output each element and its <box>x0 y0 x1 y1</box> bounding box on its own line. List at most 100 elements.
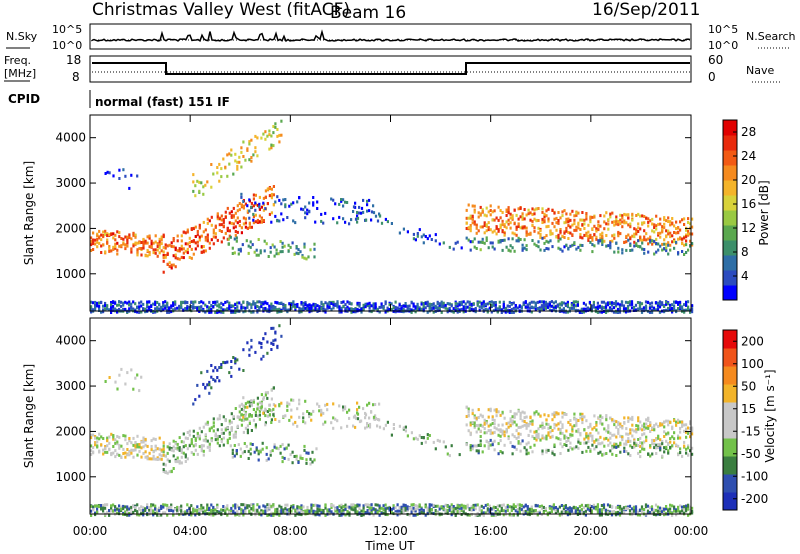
echo-cell <box>475 231 478 235</box>
echo-cell <box>235 452 238 456</box>
echo-cell <box>691 217 694 221</box>
echo-cell <box>196 179 199 183</box>
echo-cell <box>501 229 504 233</box>
echo-cell <box>617 444 620 448</box>
echo-cell <box>627 216 630 220</box>
echo-cell <box>613 236 616 240</box>
echo-cell <box>571 425 574 429</box>
echo-cell <box>591 236 594 239</box>
echo-cell <box>571 209 574 213</box>
echo-cell <box>567 224 570 228</box>
echo-cell <box>669 223 672 227</box>
echo-cell <box>495 232 498 236</box>
echo-cell <box>330 510 333 514</box>
echo-cell <box>364 511 367 515</box>
echo-cell <box>172 245 175 249</box>
echo-cell <box>240 418 243 422</box>
echo-cell <box>509 417 512 421</box>
echo-cell <box>130 511 133 515</box>
echo-cell <box>424 440 427 444</box>
echo-cell <box>456 302 459 306</box>
echo-cell <box>372 507 375 511</box>
echo-cell <box>96 510 99 514</box>
colorbar-segment <box>723 255 737 271</box>
echo-cell <box>350 302 353 306</box>
echo-cell <box>452 310 455 314</box>
echo-cell <box>233 237 236 241</box>
echo-cell <box>551 245 554 249</box>
colorbar-tick-label: 20 <box>741 173 756 187</box>
echo-cell <box>234 357 237 361</box>
echo-cell <box>126 241 129 245</box>
echo-cell <box>450 503 453 507</box>
echo-cell <box>162 444 165 448</box>
echo-cell <box>507 435 510 439</box>
echo-cell <box>264 195 267 199</box>
echo-cell <box>639 441 642 445</box>
echo-cell <box>136 373 139 377</box>
echo-cell <box>230 366 233 369</box>
echo-cell <box>442 440 445 444</box>
echo-cell <box>544 302 547 306</box>
echo-cell <box>487 415 490 419</box>
echo-cell <box>442 305 445 309</box>
echo-cell <box>643 251 646 255</box>
echo-cell <box>198 223 201 227</box>
echo-cell <box>493 408 496 412</box>
echo-cell <box>520 508 523 512</box>
echo-cell <box>633 232 636 236</box>
echo-cell <box>320 410 323 414</box>
echo-cell <box>647 419 650 422</box>
echo-cell <box>517 217 520 221</box>
echo-cell <box>404 304 407 308</box>
echo-cell <box>621 214 624 218</box>
echo-cell <box>685 239 688 243</box>
echo-cell <box>475 247 478 250</box>
echo-cell <box>134 241 137 245</box>
echo-cell <box>541 210 544 214</box>
echo-cell <box>372 308 375 312</box>
echo-cell <box>210 238 213 242</box>
echo-cell <box>96 234 99 238</box>
echo-cell <box>606 301 610 305</box>
echo-cell <box>493 418 496 422</box>
echo-cell <box>585 432 588 436</box>
echo-cell <box>665 419 668 423</box>
echo-cell <box>244 217 247 221</box>
echo-cell <box>268 308 271 312</box>
echo-cell <box>134 506 137 509</box>
echo-cell <box>519 449 522 453</box>
echo-cell <box>541 207 544 211</box>
echo-cell <box>168 261 171 265</box>
echo-cell <box>500 503 503 507</box>
echo-cell <box>542 305 545 309</box>
echo-cell <box>366 209 369 213</box>
echo-cell <box>242 140 245 144</box>
echo-cell <box>246 405 249 409</box>
echo-cell <box>152 511 155 515</box>
echo-cell <box>384 310 387 314</box>
echo-cell <box>166 305 169 309</box>
echo-cell <box>509 423 512 427</box>
echo-cell <box>269 453 272 457</box>
echo-cell <box>531 239 534 242</box>
echo-cell <box>507 237 510 241</box>
echo-cell <box>134 376 137 380</box>
echo-cell <box>112 232 115 236</box>
echo-cell <box>613 433 616 437</box>
echo-cell <box>574 304 577 308</box>
echo-cell <box>522 301 525 305</box>
echo-cell <box>348 302 351 305</box>
echo-cell <box>314 511 317 515</box>
echo-cell <box>116 230 119 234</box>
echo-cell <box>487 246 490 250</box>
echo-cell <box>220 366 223 369</box>
echo-cell <box>567 437 570 440</box>
echo-cell <box>669 305 672 309</box>
echo-cell <box>180 509 183 513</box>
echo-cell <box>112 236 115 240</box>
echo-cell <box>116 511 119 515</box>
echo-cell <box>312 302 315 306</box>
echo-cell <box>239 454 242 458</box>
echo-cell <box>587 425 590 429</box>
